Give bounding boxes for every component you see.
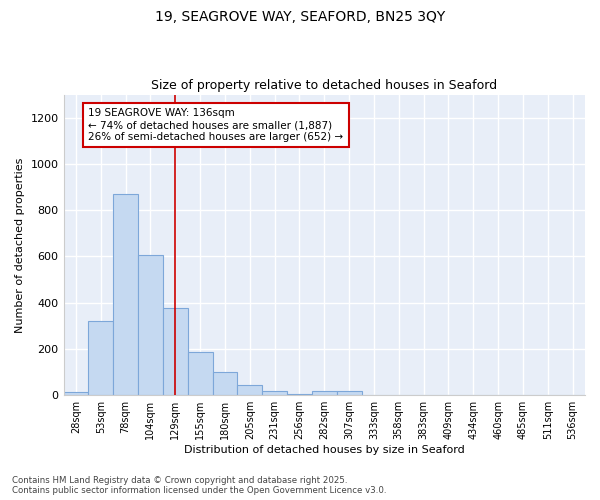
Bar	[88, 321, 113, 395]
Bar	[212, 372, 238, 395]
Text: 19, SEAGROVE WAY, SEAFORD, BN25 3QY: 19, SEAGROVE WAY, SEAFORD, BN25 3QY	[155, 10, 445, 24]
Bar	[238, 385, 262, 395]
Bar	[113, 194, 138, 395]
Y-axis label: Number of detached properties: Number of detached properties	[15, 157, 25, 332]
Bar	[312, 391, 337, 395]
Bar	[337, 390, 362, 395]
X-axis label: Distribution of detached houses by size in Seaford: Distribution of detached houses by size …	[184, 445, 464, 455]
Bar	[262, 391, 287, 395]
Bar	[138, 256, 163, 395]
Text: Contains HM Land Registry data © Crown copyright and database right 2025.
Contai: Contains HM Land Registry data © Crown c…	[12, 476, 386, 495]
Bar	[64, 392, 88, 395]
Bar	[188, 352, 212, 395]
Bar	[163, 308, 188, 395]
Title: Size of property relative to detached houses in Seaford: Size of property relative to detached ho…	[151, 79, 497, 92]
Text: 19 SEAGROVE WAY: 136sqm
← 74% of detached houses are smaller (1,887)
26% of semi: 19 SEAGROVE WAY: 136sqm ← 74% of detache…	[88, 108, 343, 142]
Bar	[287, 394, 312, 395]
